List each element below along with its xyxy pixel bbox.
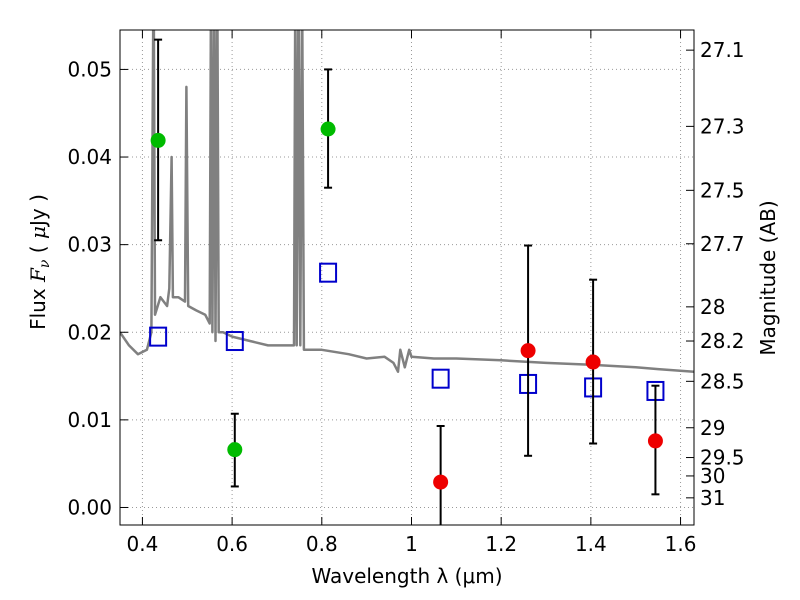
right-tick-label: 29 xyxy=(700,416,725,440)
spectrum-line xyxy=(120,30,694,373)
x-tick-label: 1.2 xyxy=(485,532,517,556)
right-tick-label: 27.5 xyxy=(700,178,745,202)
model-square-point xyxy=(149,326,168,347)
data-layer xyxy=(120,30,694,525)
model-square-point xyxy=(431,368,450,389)
x-tick-label: 1 xyxy=(405,532,418,556)
right-tick-label: 31 xyxy=(700,486,725,510)
x-tick-label: 1.6 xyxy=(665,532,697,556)
right-tick-label: 27.3 xyxy=(700,114,745,138)
red-data-point xyxy=(585,354,601,370)
red-data-point xyxy=(520,343,536,359)
y-tick-label: 0.02 xyxy=(67,320,112,344)
y-tick-label: 0.01 xyxy=(67,408,112,432)
model-square-point xyxy=(225,331,244,352)
grid-lines xyxy=(120,30,694,525)
x-tick-label: 1.4 xyxy=(575,532,607,556)
red-data-point xyxy=(647,433,663,449)
tick-marks xyxy=(120,30,694,525)
y-tick-label: 0.00 xyxy=(67,495,112,519)
x-tick-label: 0.4 xyxy=(127,532,159,556)
right-tick-label: 28 xyxy=(700,295,725,319)
right-tick-label: 29.5 xyxy=(700,446,745,470)
right-tick-label: 28.2 xyxy=(700,329,745,353)
model-square-point xyxy=(319,262,338,283)
y-tick-label: 0.05 xyxy=(67,57,112,81)
plot-background xyxy=(120,30,694,525)
green-data-point xyxy=(150,132,166,148)
x-tick-label: 0.6 xyxy=(216,532,248,556)
x-axis-label: Wavelength λ (μm) xyxy=(311,564,502,588)
right-tick-label: 27.7 xyxy=(700,232,745,256)
y-tick-label: 0.03 xyxy=(67,233,112,257)
right-tick-label: 27.1 xyxy=(700,38,745,62)
right-tick-label: 28.5 xyxy=(700,369,745,393)
red-data-point xyxy=(433,474,449,490)
x-tick-label: 0.8 xyxy=(306,532,338,556)
y-axis-label: Flux Fν ( μJy ) xyxy=(26,194,53,330)
plot-frame xyxy=(119,29,695,526)
right-axis-label: Magnitude (AB) xyxy=(756,200,780,355)
tick-labels: 0.4 0.6 0.8 1 1.2 1.4 1.6 0.00 0.01 0.02 0.03 0.04 0… xyxy=(67,38,744,556)
green-data-point xyxy=(227,442,243,458)
y-tick-label: 0.04 xyxy=(67,145,112,169)
right-tick-label: 30 xyxy=(700,464,725,488)
green-data-point xyxy=(320,121,336,137)
